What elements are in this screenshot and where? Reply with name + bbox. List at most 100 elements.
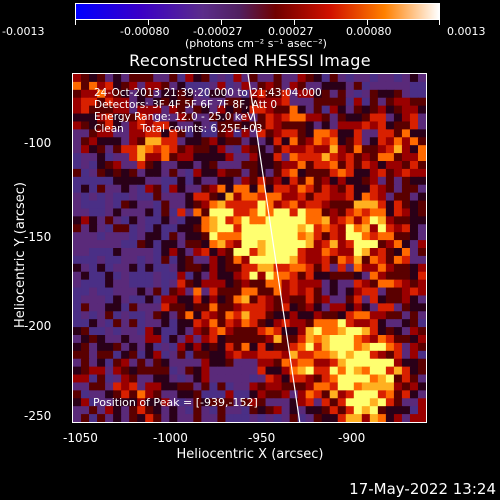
heatmap-cell <box>209 406 219 415</box>
heatmap-cell <box>97 406 106 415</box>
heatmap-cell <box>361 232 371 241</box>
heatmap-cell <box>297 129 307 138</box>
heatmap-cell <box>401 255 411 265</box>
heatmap-cell <box>193 97 202 107</box>
heatmap-cell <box>289 208 299 217</box>
heatmap-cell <box>137 224 146 233</box>
heatmap-cell <box>201 303 210 312</box>
heatmap-cell <box>137 271 146 281</box>
heatmap-cell <box>297 89 307 99</box>
heatmap-cell <box>193 398 202 407</box>
x-tick-label: -950 <box>248 431 276 445</box>
heatmap-cell <box>265 382 275 391</box>
heatmap-cell <box>137 311 146 320</box>
heatmap-cell <box>329 168 339 178</box>
heatmap-cell <box>401 81 411 91</box>
heatmap-cell <box>385 145 395 154</box>
heatmap-cell <box>129 97 138 107</box>
heatmap-cell <box>329 279 339 289</box>
heatmap-cell <box>89 192 98 202</box>
heatmap-cell <box>169 153 178 162</box>
heatmap-cell <box>73 224 82 233</box>
heatmap-cell <box>385 81 395 91</box>
heatmap-cell <box>321 240 331 249</box>
heatmap-cell <box>89 414 98 422</box>
heatmap-cell <box>209 350 219 360</box>
heatmap-cell <box>297 303 307 312</box>
heatmap-cell <box>281 113 291 123</box>
heatmap-cell <box>393 74 403 83</box>
heatmap-cell <box>281 232 291 241</box>
heatmap-cell <box>377 137 387 146</box>
heatmap-cell <box>193 192 202 202</box>
heatmap-cell <box>225 161 235 170</box>
heatmap-cell <box>193 153 202 162</box>
heatmap-cell <box>73 287 82 297</box>
heatmap-cell <box>225 342 235 352</box>
heatmap-cell <box>393 137 403 146</box>
heatmap-cell <box>361 327 371 336</box>
heatmap-cell <box>297 200 307 210</box>
heatmap-cell <box>273 327 283 336</box>
heatmap-cell <box>409 161 419 170</box>
heatmap-cell <box>241 279 251 289</box>
heatmap-cell <box>233 89 243 99</box>
heatmap-cell <box>105 161 114 170</box>
heatmap-cell <box>121 295 130 304</box>
heatmap-cell <box>289 390 299 399</box>
heatmap-cell <box>345 184 355 194</box>
heatmap-cell <box>289 271 299 281</box>
heatmap-cell <box>169 335 178 344</box>
heatmap-cell <box>249 311 259 320</box>
heatmap-cell <box>177 303 186 312</box>
heatmap-cell <box>89 279 98 289</box>
heatmap-cell <box>401 208 411 217</box>
heatmap-cell <box>289 366 299 376</box>
heatmap-cell <box>273 192 283 202</box>
heatmap-cell <box>73 97 82 107</box>
heatmap-cell <box>385 224 395 233</box>
heatmap-cell <box>377 374 387 384</box>
heatmap-cell <box>329 176 339 186</box>
heatmap-cell <box>281 97 291 107</box>
heatmap-cell <box>417 74 426 83</box>
heatmap-cell <box>281 279 291 289</box>
heatmap-cell <box>233 335 243 344</box>
heatmap-cell <box>377 105 387 115</box>
heatmap-cell <box>273 161 283 170</box>
heatmap-cell <box>313 414 323 422</box>
heatmap-cell <box>385 374 395 384</box>
heatmap-cell <box>89 168 98 178</box>
heatmap-cell <box>81 97 90 107</box>
heatmap-cell <box>81 74 90 83</box>
heatmap-cell <box>121 327 130 336</box>
heatmap-cell <box>289 406 299 415</box>
heatmap-cell <box>385 255 395 265</box>
heatmap-cell <box>305 97 315 107</box>
heatmap-cell <box>321 74 331 83</box>
heatmap-cell <box>241 350 251 360</box>
heatmap-cell <box>97 168 106 178</box>
heatmap-cell <box>169 97 178 107</box>
heatmap-cell <box>313 216 323 225</box>
heatmap-cell <box>89 176 98 186</box>
heatmap-cell <box>273 184 283 194</box>
heatmap-cell <box>361 382 371 391</box>
heatmap-cell <box>241 319 251 328</box>
heatmap-cell <box>241 200 251 210</box>
heatmap-cell <box>305 200 315 210</box>
heatmap-cell <box>385 248 395 257</box>
heatmap-cell <box>169 374 178 384</box>
heatmap-cell <box>281 406 291 415</box>
heatmap-cell <box>265 168 275 178</box>
heatmap-cell <box>185 335 194 344</box>
heatmap-cell <box>249 208 259 217</box>
heatmap-cell <box>89 121 98 130</box>
heatmap-cell <box>209 224 219 233</box>
heatmap-cell <box>337 327 347 336</box>
heatmap-cell <box>273 382 283 391</box>
heatmap-cell <box>257 121 267 130</box>
heatmap-cell <box>385 366 395 376</box>
heatmap-cell <box>409 279 419 289</box>
heatmap-cell <box>233 113 243 123</box>
